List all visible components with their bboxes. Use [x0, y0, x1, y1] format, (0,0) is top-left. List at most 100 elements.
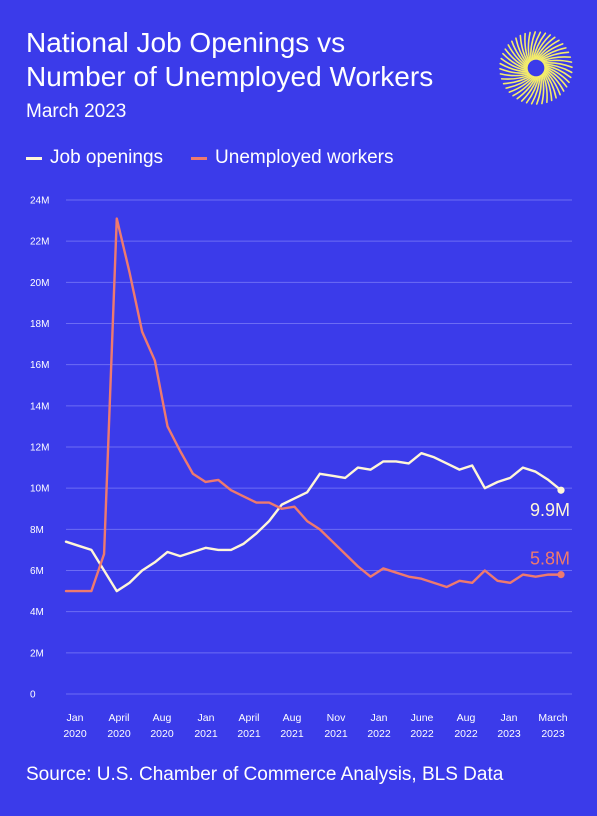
- logo-ray: [527, 31, 531, 62]
- y-tick-label: 24M: [30, 196, 49, 207]
- logo-ray: [499, 73, 530, 77]
- logo-ray: [542, 62, 573, 69]
- x-tick-month-label: Aug: [457, 712, 476, 724]
- logo-ray: [519, 34, 530, 64]
- x-tick-year-label: 2023: [541, 728, 565, 740]
- logo-ray: [542, 72, 553, 102]
- series-line-job-openings: [64, 451, 563, 593]
- logo-ray: [531, 31, 542, 61]
- logo-ray: [544, 67, 568, 88]
- x-tick-year-label: 2021: [280, 728, 304, 740]
- logo-ray: [543, 64, 572, 79]
- legend: Job openings Unemployed workers: [26, 147, 422, 169]
- x-tick-month-label: March: [538, 712, 567, 724]
- y-tick-label: 8M: [30, 525, 44, 536]
- logo-ray: [502, 52, 528, 71]
- x-tick-month-label: Jan: [371, 712, 388, 724]
- y-tick-label: 0: [30, 690, 36, 701]
- x-tick-month-label: June: [411, 712, 434, 724]
- logo-ray: [524, 32, 530, 63]
- logo-ray: [500, 74, 531, 80]
- x-tick-year-label: 2020: [150, 728, 174, 740]
- logo-ray: [533, 34, 552, 60]
- sunburst-logo-icon: [499, 31, 573, 105]
- series-end-point-unemployed-workers: [557, 571, 565, 579]
- x-tick-year-label: 2021: [237, 728, 261, 740]
- legend-swatch-job-openings: [26, 156, 42, 160]
- x-tick-year-label: 2022: [454, 728, 478, 740]
- y-tick-label: 6M: [30, 566, 44, 577]
- x-tick-month-label: Aug: [153, 712, 172, 724]
- series-end-label-job-openings: 9.9M: [530, 500, 570, 520]
- logo-ray: [511, 40, 529, 67]
- x-tick-month-label: Jan: [501, 712, 518, 724]
- chart-title-line-2: Number of Unemployed Workers: [26, 61, 434, 92]
- logo-ray: [538, 47, 567, 61]
- logo-ray: [544, 65, 570, 84]
- series-end-point-job-openings: [557, 486, 565, 494]
- series-end-label-unemployed-workers: 5.8M: [530, 549, 570, 569]
- y-tick-label: 12M: [30, 443, 49, 454]
- y-tick-label: 10M: [30, 484, 49, 495]
- logo-ray: [505, 75, 534, 89]
- logo-ray: [512, 76, 536, 97]
- chart-subtitle: March 2023: [26, 101, 127, 122]
- source-note: Source: U.S. Chamber of Commerce Analysi…: [26, 764, 504, 785]
- logo-ray: [520, 76, 539, 102]
- logo-ray: [535, 74, 542, 105]
- x-tick-month-label: Jan: [67, 712, 84, 724]
- logo-ray: [541, 56, 572, 62]
- x-tick-month-label: Nov: [327, 712, 346, 724]
- legend-label-job-openings: Job openings: [50, 147, 164, 168]
- x-tick-year-label: 2020: [107, 728, 131, 740]
- logo-ray: [543, 63, 573, 74]
- logo-ray: [499, 62, 529, 73]
- legend-swatch-unemployed-workers: [191, 156, 208, 160]
- logo-ray: [516, 76, 537, 100]
- x-tick-year-label: 2020: [63, 728, 87, 740]
- logo-ray: [541, 74, 545, 105]
- chart-title-line-1: National Job Openings vs: [26, 27, 346, 58]
- logo-ray: [542, 59, 573, 63]
- x-tick-month-label: April: [238, 712, 259, 724]
- y-tick-label: 22M: [30, 237, 49, 248]
- logo-ray: [540, 51, 570, 62]
- logo-ray: [530, 31, 537, 62]
- series-line-unemployed-workers: [64, 217, 563, 593]
- y-tick-label: 4M: [30, 607, 44, 618]
- x-tick-month-label: Jan: [198, 712, 215, 724]
- y-tick-label: 2M: [30, 648, 44, 659]
- logo-ray: [515, 37, 529, 66]
- logo-ray: [535, 36, 556, 60]
- logo-ray: [525, 75, 540, 104]
- legend-item-unemployed-workers: Unemployed workers: [191, 147, 394, 169]
- logo-ray: [543, 70, 557, 99]
- x-tick-month-label: April: [108, 712, 129, 724]
- y-tick-label: 20M: [30, 278, 49, 289]
- x-tick-year-label: 2022: [410, 728, 434, 740]
- y-tick-label: 18M: [30, 319, 49, 330]
- x-tick-year-label: 2021: [194, 728, 218, 740]
- logo-ray: [508, 75, 535, 93]
- logo-ray: [543, 69, 561, 96]
- logo-ray: [504, 48, 528, 69]
- logo-ray: [499, 67, 530, 74]
- logo-ray: [502, 74, 532, 85]
- chart-title: National Job Openings vs Number of Unemp…: [26, 26, 496, 94]
- logo-ray: [544, 68, 565, 92]
- x-tick-year-label: 2022: [367, 728, 391, 740]
- logo-ray: [542, 73, 548, 104]
- x-tick-month-label: Aug: [283, 712, 302, 724]
- x-tick-year-label: 2021: [324, 728, 348, 740]
- logo-ray: [530, 75, 541, 105]
- logo-ray: [500, 57, 529, 72]
- logo-ray: [536, 39, 560, 60]
- y-tick-label: 14M: [30, 401, 49, 412]
- logo-ray: [537, 43, 564, 61]
- legend-item-job-openings: Job openings: [26, 147, 163, 169]
- logo-ray: [507, 44, 528, 68]
- logo-ray: [532, 32, 547, 61]
- legend-label-unemployed-workers: Unemployed workers: [215, 147, 394, 168]
- x-tick-year-label: 2023: [497, 728, 521, 740]
